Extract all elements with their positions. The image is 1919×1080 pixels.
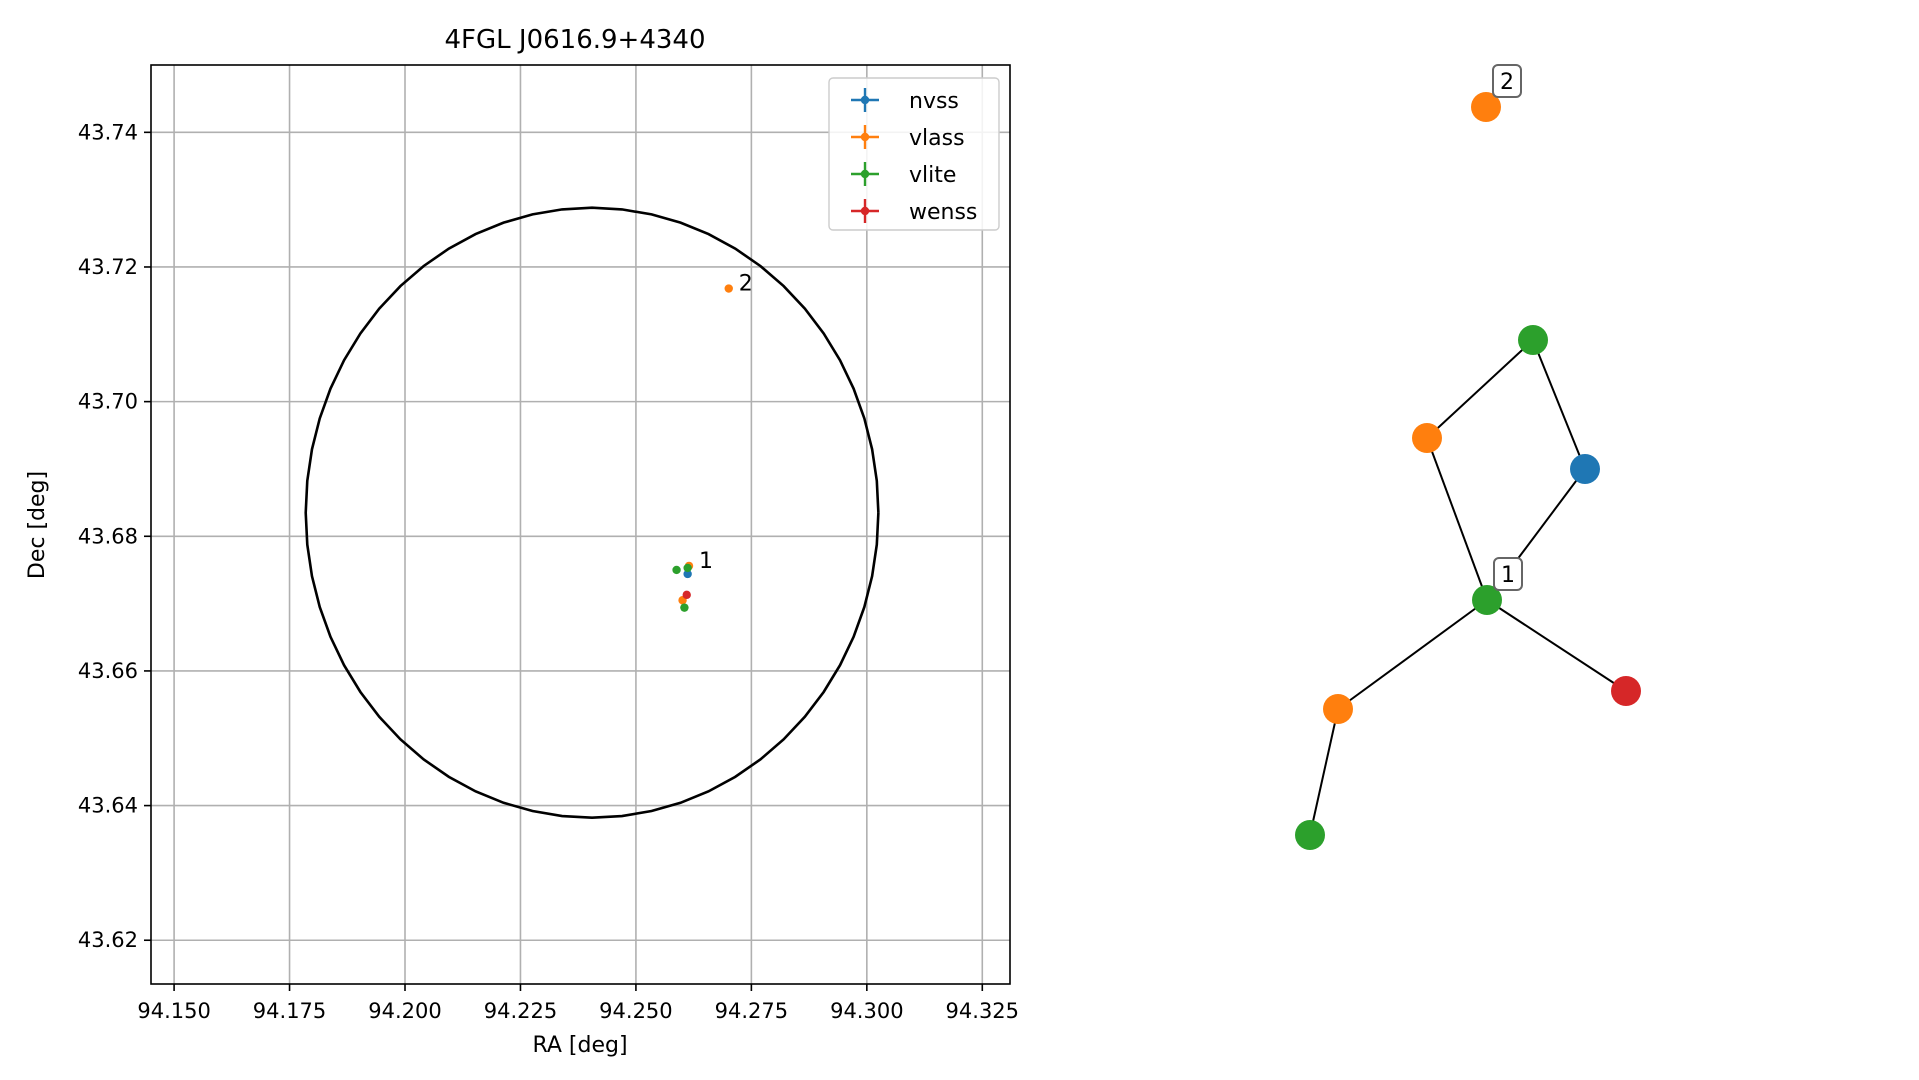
vlite-point bbox=[672, 565, 681, 575]
grid-lines bbox=[151, 65, 1010, 984]
graph-node-labels: 21 bbox=[1492, 64, 1523, 591]
graph-node bbox=[1323, 694, 1353, 724]
legend-marker bbox=[860, 132, 870, 142]
vlite-point bbox=[683, 563, 692, 573]
plot-frame bbox=[150, 64, 1011, 985]
data-points bbox=[672, 284, 733, 612]
legend-label: vlite bbox=[909, 163, 956, 188]
legend-label: vlass bbox=[909, 126, 965, 151]
graph-node bbox=[1570, 454, 1600, 484]
legend-label: wenss bbox=[909, 200, 977, 225]
x-tick-label: 94.200 bbox=[368, 999, 441, 1023]
graph-node-label-box bbox=[1493, 557, 1523, 591]
legend: nvss vlass vlite wenss bbox=[828, 77, 1000, 231]
legend-box bbox=[828, 77, 1000, 231]
legend-marker bbox=[860, 95, 870, 105]
localization-ellipse bbox=[304, 206, 880, 820]
y-axis-ticks: 43.62 43.64 43.66 43.68 43.70 43.72 43.74 bbox=[78, 120, 151, 952]
x-tick-label: 94.325 bbox=[946, 999, 1019, 1023]
graph-node bbox=[1412, 423, 1442, 453]
x-axis-label: RA [deg] bbox=[532, 1033, 627, 1058]
y-tick-label: 43.74 bbox=[78, 120, 138, 144]
graph-edges bbox=[1309, 339, 1627, 836]
x-tick-label: 94.225 bbox=[484, 999, 557, 1023]
graph-node-label-box bbox=[1492, 64, 1522, 98]
graph-node bbox=[1295, 820, 1325, 850]
y-tick-label: 43.64 bbox=[78, 794, 138, 818]
graph-node bbox=[1611, 676, 1641, 706]
point-annotations: 12 bbox=[699, 272, 753, 574]
graph-edge bbox=[1532, 339, 1586, 470]
x-tick-label: 94.150 bbox=[137, 999, 210, 1023]
chart-title: 4FGL J0616.9+4340 bbox=[445, 25, 706, 55]
wenss-point bbox=[682, 590, 691, 600]
x-axis-ticks: 94.150 94.175 94.200 94.225 94.250 94.275 94.3… bbox=[137, 984, 1019, 1023]
graph-edge bbox=[1337, 599, 1488, 710]
graph-edge bbox=[1309, 708, 1339, 836]
x-tick-label: 94.250 bbox=[599, 999, 672, 1023]
vlass-point bbox=[724, 284, 733, 293]
graph-node-label: 1 bbox=[1501, 563, 1515, 588]
x-tick-label: 94.175 bbox=[253, 999, 326, 1023]
association-graph: 21 bbox=[1295, 64, 1641, 850]
vlite-point bbox=[680, 603, 689, 612]
graph-node bbox=[1518, 325, 1548, 355]
graph-edge bbox=[1486, 599, 1627, 692]
y-tick-label: 43.70 bbox=[78, 390, 138, 414]
legend-marker bbox=[860, 169, 870, 179]
y-axis-label: Dec [deg] bbox=[25, 471, 50, 579]
graph-edge bbox=[1426, 339, 1534, 439]
legend-marker bbox=[860, 206, 870, 216]
y-tick-label: 43.62 bbox=[78, 928, 138, 952]
y-tick-label: 43.72 bbox=[78, 255, 138, 279]
point-annotation: 1 bbox=[699, 549, 713, 574]
graph-node bbox=[1472, 585, 1502, 615]
y-tick-label: 43.68 bbox=[78, 524, 138, 548]
nvss-point bbox=[683, 569, 692, 579]
y-tick-label: 43.66 bbox=[78, 659, 138, 683]
graph-nodes bbox=[1295, 92, 1641, 850]
x-tick-label: 94.275 bbox=[715, 999, 788, 1023]
sky-position-chart: 4FGL J0616.9+4340 94.150 94.175 94.200 94.2… bbox=[25, 25, 1019, 1058]
x-tick-label: 94.300 bbox=[830, 999, 903, 1023]
legend-label: nvss bbox=[909, 89, 959, 114]
graph-node-label: 2 bbox=[1500, 70, 1514, 95]
point-annotation: 2 bbox=[739, 272, 753, 297]
graph-node bbox=[1471, 92, 1501, 122]
graph-edge bbox=[1426, 437, 1488, 601]
